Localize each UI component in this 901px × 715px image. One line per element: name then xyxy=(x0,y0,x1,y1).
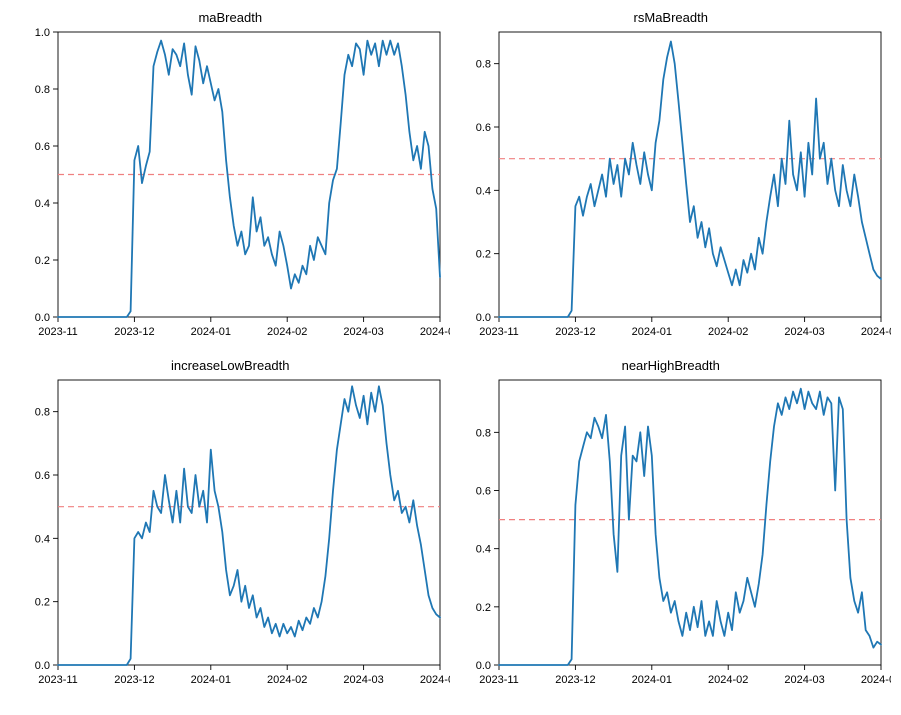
svg-text:0.4: 0.4 xyxy=(35,533,50,545)
svg-text:2024-02: 2024-02 xyxy=(267,326,307,338)
svg-text:2024-02: 2024-02 xyxy=(708,674,748,686)
svg-text:2023-12: 2023-12 xyxy=(114,674,154,686)
svg-text:2023-12: 2023-12 xyxy=(555,674,595,686)
panel-rsMaBreadth: rsMaBreadth 0.0 0.2 0.4 0.6 0.8 2023-11 2023-1… xyxy=(451,10,892,358)
svg-text:2024-03: 2024-03 xyxy=(784,326,824,338)
svg-text:0.8: 0.8 xyxy=(35,406,50,418)
svg-nearHighBreadth: 0.0 0.2 0.4 0.6 0.8 2023-11 2023-12 2024-01 2024… xyxy=(451,358,891,705)
title-nearHighBreadth: nearHighBreadth xyxy=(451,358,892,373)
svg-text:2024-03: 2024-03 xyxy=(343,674,383,686)
svg-text:0.2: 0.2 xyxy=(35,255,50,267)
panel-maBreadth: maBreadth 0.0 0.2 0.4 0.6 0.8 1.0 2023-11 2023-… xyxy=(10,10,451,358)
svg-text:2024-02: 2024-02 xyxy=(267,674,307,686)
svg-text:0.6: 0.6 xyxy=(475,122,490,134)
svg-text:0.2: 0.2 xyxy=(35,596,50,608)
svg-text:2024-01: 2024-01 xyxy=(631,326,671,338)
svg-text:2023-12: 2023-12 xyxy=(114,326,154,338)
svg-text:2024-04: 2024-04 xyxy=(420,674,450,686)
svg-text:2024-01: 2024-01 xyxy=(631,674,671,686)
svg-text:0.2: 0.2 xyxy=(475,249,490,261)
svg-text:0.6: 0.6 xyxy=(35,470,50,482)
svg-increaseLowBreadth: 0.0 0.2 0.4 0.6 0.8 2023-11 2023-12 2024-01 2024… xyxy=(10,358,450,705)
title-maBreadth: maBreadth xyxy=(10,10,451,25)
svg-text:0.6: 0.6 xyxy=(35,141,50,153)
svg-text:0.8: 0.8 xyxy=(475,59,490,71)
title-rsMaBreadth: rsMaBreadth xyxy=(451,10,892,25)
svg-text:0.4: 0.4 xyxy=(35,198,50,210)
svg-text:2024-02: 2024-02 xyxy=(708,326,748,338)
svg-text:0.8: 0.8 xyxy=(35,84,50,96)
svg-maBreadth: 0.0 0.2 0.4 0.6 0.8 1.0 2023-11 2023-12 2024-01 2… xyxy=(10,10,450,357)
svg-text:2023-11: 2023-11 xyxy=(479,326,519,338)
title-increaseLowBreadth: increaseLowBreadth xyxy=(10,358,451,373)
svg-text:2024-04: 2024-04 xyxy=(420,326,450,338)
svg-text:2023-11: 2023-11 xyxy=(38,326,78,338)
svg-text:0.0: 0.0 xyxy=(475,312,490,324)
svg-text:0.0: 0.0 xyxy=(35,660,50,672)
svg-text:0.4: 0.4 xyxy=(475,543,490,555)
svg-text:2024-03: 2024-03 xyxy=(784,674,824,686)
svg-rsMaBreadth: 0.0 0.2 0.4 0.6 0.8 2023-11 2023-12 2024-01 2024… xyxy=(451,10,891,357)
svg-text:2024-03: 2024-03 xyxy=(343,326,383,338)
chart-grid: maBreadth 0.0 0.2 0.4 0.6 0.8 1.0 2023-11 2023-… xyxy=(10,10,891,705)
svg-text:0.0: 0.0 xyxy=(475,660,490,672)
panel-increaseLowBreadth: increaseLowBreadth 0.0 0.2 0.4 0.6 0.8 2023-1… xyxy=(10,358,451,706)
svg-text:2024-01: 2024-01 xyxy=(191,326,231,338)
svg-text:2023-11: 2023-11 xyxy=(479,674,519,686)
svg-text:2023-11: 2023-11 xyxy=(38,674,78,686)
svg-text:0.0: 0.0 xyxy=(35,312,50,324)
svg-text:0.8: 0.8 xyxy=(475,427,490,439)
svg-text:2023-12: 2023-12 xyxy=(555,326,595,338)
svg-text:2024-01: 2024-01 xyxy=(191,674,231,686)
svg-text:2024-04: 2024-04 xyxy=(860,326,890,338)
svg-text:2024-04: 2024-04 xyxy=(860,674,890,686)
svg-text:0.2: 0.2 xyxy=(475,601,490,613)
panel-nearHighBreadth: nearHighBreadth 0.0 0.2 0.4 0.6 0.8 2023-11 20… xyxy=(451,358,892,706)
svg-text:1.0: 1.0 xyxy=(35,27,50,39)
svg-text:0.4: 0.4 xyxy=(475,185,490,197)
svg-text:0.6: 0.6 xyxy=(475,485,490,497)
